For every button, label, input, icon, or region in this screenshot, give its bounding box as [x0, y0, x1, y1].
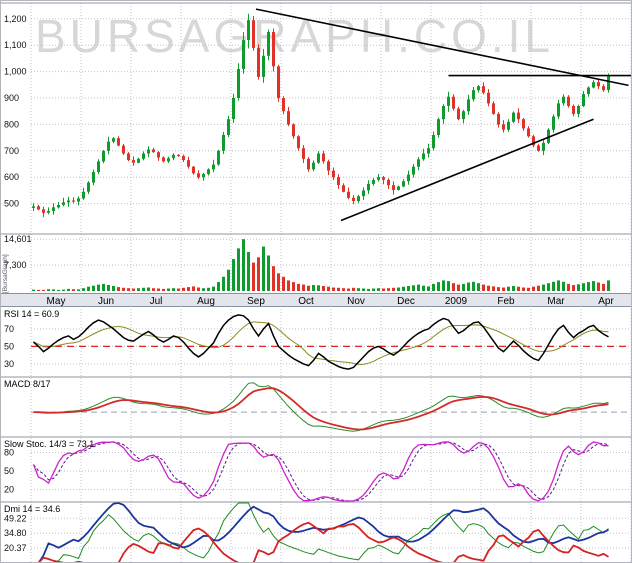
x-axis-month-label: Apr	[598, 296, 614, 307]
y-axis-tick-label: 14,601	[4, 234, 32, 244]
x-axis-month-label: Jun	[98, 296, 114, 307]
stochastic-layer: 80 50 20	[4, 441, 631, 502]
x-axis-month-label: May	[47, 296, 66, 307]
y-axis-tick-label: 1,100	[4, 40, 27, 50]
x-axis-month-label: Dec	[397, 296, 415, 307]
y-axis-tick-label: 50	[4, 341, 14, 351]
month-axis: May Jun Jul Aug Sep Oct Nov Dec 2009 Feb Mar Apr	[1, 293, 631, 307]
y-axis-tick-label: 600	[4, 172, 19, 182]
y-axis-tick-label: 500	[4, 199, 19, 209]
volume-bars-layer	[32, 239, 610, 291]
panel-separators	[1, 2, 631, 503]
grid-layer: 1,200 1,100 1,000 900 800 700 600 500 14,601 7,30…	[4, 3, 631, 562]
y-axis-tick-label: 70	[4, 324, 14, 334]
x-axis-month-label: Aug	[197, 296, 215, 307]
x-axis-month-label: Oct	[298, 296, 314, 307]
y-axis-tick-label: 49.22	[4, 513, 27, 523]
y-axis-tick-label: 7,300	[4, 260, 27, 270]
x-axis-month-label: Mar	[547, 296, 565, 307]
y-axis-tick-label: 20	[4, 485, 14, 495]
dmi-panel-label: Dmi 14 = 34.6	[4, 504, 61, 514]
x-axis-month-label: Sep	[247, 296, 265, 307]
rsi-panel-label: RSI 14 = 60.9	[4, 309, 60, 319]
bursagraph-stamp: [BursaGraph]	[2, 254, 9, 293]
x-axis-month-label: Nov	[347, 296, 365, 307]
x-axis-month-label: 2009	[445, 296, 468, 307]
y-axis-tick-label: 20.37	[4, 543, 27, 553]
y-axis-tick-label: 34.80	[4, 528, 27, 538]
trendlines-layer	[255, 8, 631, 222]
y-axis-tick-label: 30	[4, 359, 14, 369]
y-axis-tick-label: 900	[4, 93, 19, 103]
x-axis-month-label: Feb	[497, 296, 515, 307]
y-axis-tick-label: 800	[4, 119, 19, 129]
y-axis-tick-label: 80	[4, 448, 14, 458]
y-axis-tick-label: 1,200	[4, 14, 27, 24]
macd-layer	[31, 382, 631, 432]
y-axis-tick-label: 700	[4, 146, 19, 156]
macd-panel-label: MACD 8/17	[4, 379, 51, 389]
y-axis-tick-label: 50	[4, 466, 14, 476]
stochastic-panel-label: Slow Stoc. 14/3 = 73.1	[4, 439, 95, 449]
x-axis-month-label: Jul	[150, 296, 163, 307]
rsi-layer: 70 50 30	[4, 314, 631, 370]
candles-layer	[32, 13, 610, 217]
y-axis-tick-label: 1,000	[4, 67, 27, 77]
dmi-layer: 49.22 34.80 20.37	[4, 502, 631, 562]
